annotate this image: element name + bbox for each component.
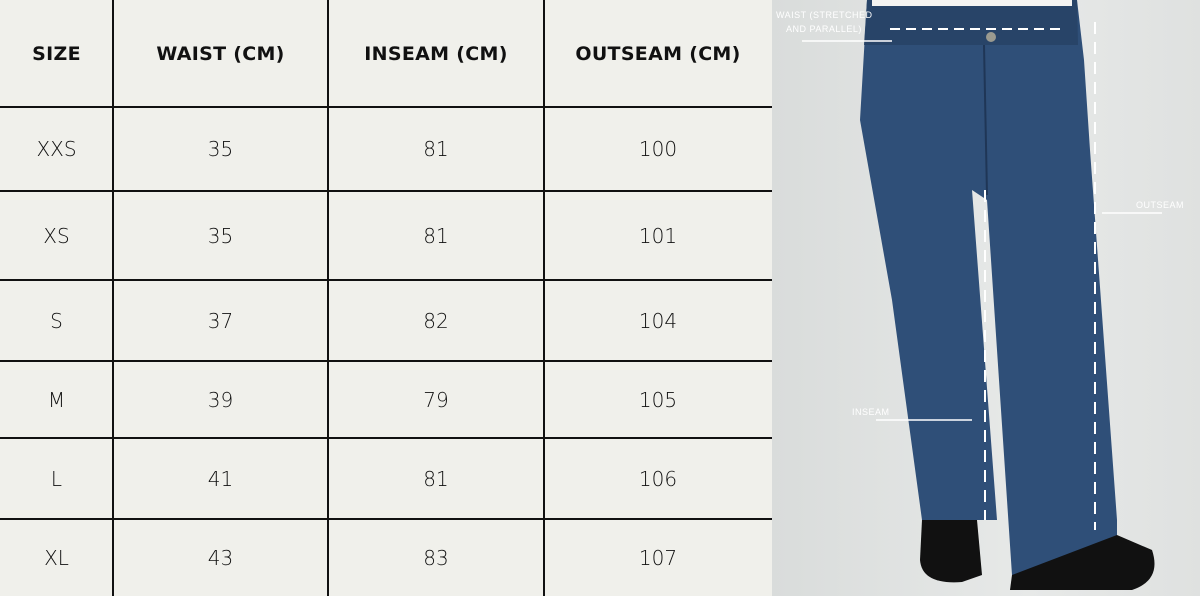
row-divider	[0, 279, 772, 281]
row-divider	[0, 190, 772, 192]
cell-outseam: 106	[638, 466, 678, 491]
row-divider	[0, 437, 772, 439]
cell-size: XL	[44, 545, 69, 570]
cell-waist: 37	[207, 308, 234, 333]
cell-waist: 41	[207, 466, 234, 491]
cell-size: XS	[43, 223, 70, 248]
cell-inseam: 81	[423, 137, 449, 161]
jeans-measurement-photo: WAIST (STRETCHED AND PARALLEL) OUTSEAM I…	[772, 0, 1200, 596]
cell-outseam: 101	[638, 223, 678, 248]
cell-size: XXS	[36, 137, 77, 161]
column-divider	[327, 0, 329, 596]
cell-outseam: 105	[638, 387, 678, 412]
cell-waist: 39	[207, 387, 234, 412]
inseam-label: INSEAM	[852, 407, 890, 417]
header-outseam: OUTSEAM (CM)	[575, 42, 741, 65]
row-divider	[0, 518, 772, 520]
outseam-label: OUTSEAM	[1136, 200, 1185, 210]
cell-outseam: 104	[638, 308, 678, 333]
cell-waist: 35	[207, 223, 234, 248]
row-divider	[0, 106, 772, 108]
cell-outseam: 107	[638, 545, 678, 570]
cell-size: S	[50, 308, 63, 333]
cell-inseam: 81	[423, 223, 449, 248]
cell-size: M	[47, 387, 66, 412]
header-inseam: INSEAM (CM)	[364, 42, 508, 65]
cell-inseam: 83	[423, 545, 449, 570]
column-divider	[543, 0, 545, 596]
cell-size: L	[50, 466, 63, 491]
jeans-illustration	[802, 0, 1162, 590]
cell-outseam: 100	[638, 137, 678, 161]
header-waist: WAIST (CM)	[156, 42, 285, 65]
row-divider	[0, 360, 772, 362]
cell-inseam: 79	[423, 387, 449, 412]
header-size: SIZE	[32, 42, 81, 65]
cell-waist: 43	[207, 545, 234, 570]
cell-inseam: 81	[423, 466, 449, 491]
cell-waist: 35	[207, 137, 234, 161]
waist-label-line1: WAIST (STRETCHED	[776, 10, 873, 20]
waist-label-line2: AND PARALLEL)	[786, 24, 862, 34]
cell-inseam: 82	[423, 308, 449, 333]
column-divider	[112, 0, 114, 596]
size-chart-table: SIZE WAIST (CM) INSEAM (CM) OUTSEAM (CM) XXS…	[0, 0, 772, 596]
